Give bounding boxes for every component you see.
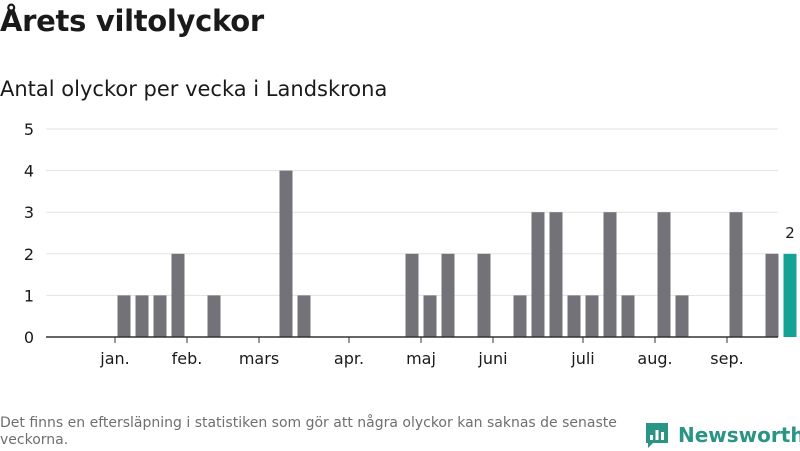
bar [729, 212, 743, 337]
bar [675, 295, 689, 337]
bar [405, 253, 419, 337]
bar [171, 253, 185, 337]
bar [531, 212, 545, 337]
bar [585, 295, 599, 337]
bar [279, 170, 293, 337]
y-tick-label: 4 [24, 162, 34, 181]
bar [657, 212, 671, 337]
x-tick-label: aug. [637, 349, 672, 368]
x-tick-label: feb. [172, 349, 203, 368]
bar [135, 295, 149, 337]
bar [117, 295, 131, 337]
bar [567, 295, 581, 337]
bar-chart: 0 1 2 3 4 5 2 jan. feb. mars apr. maj juni juli aug. se… [24, 120, 797, 368]
y-tick-label: 5 [24, 120, 34, 139]
chart-subtitle: Antal olyckor per vecka i Landskrona [0, 77, 388, 101]
x-tick-label: apr. [334, 349, 364, 368]
y-tick-label: 1 [24, 286, 34, 305]
bar [423, 295, 437, 337]
x-tick-label: juni [477, 349, 507, 368]
x-tick-label: sep. [710, 349, 743, 368]
footnote: Det finns en eftersläpning i statistiken… [0, 415, 617, 448]
x-tick-label: maj [406, 349, 436, 368]
bar [549, 212, 563, 337]
chart-title: Årets viltolyckor [0, 4, 264, 38]
bar [477, 253, 491, 337]
bar [297, 295, 311, 337]
x-tick-label: jan. [99, 349, 129, 368]
bar-highlight [783, 253, 797, 337]
y-tick-label: 2 [24, 245, 34, 264]
bar [153, 295, 167, 337]
data-label: 2 [785, 224, 795, 242]
bar [513, 295, 527, 337]
x-tick-label: mars [239, 349, 279, 368]
brand-logo[interactable]: Newsworthy [644, 419, 800, 451]
bar [603, 212, 617, 337]
bar [765, 253, 779, 337]
y-tick-label: 3 [24, 203, 34, 222]
y-tick-label: 0 [24, 328, 34, 347]
brand-name: Newsworthy [678, 423, 800, 447]
bar [621, 295, 635, 337]
x-tick-label: juli [570, 349, 594, 368]
newsworthy-logo-icon [646, 423, 668, 448]
bar [207, 295, 221, 337]
bar [441, 253, 455, 337]
